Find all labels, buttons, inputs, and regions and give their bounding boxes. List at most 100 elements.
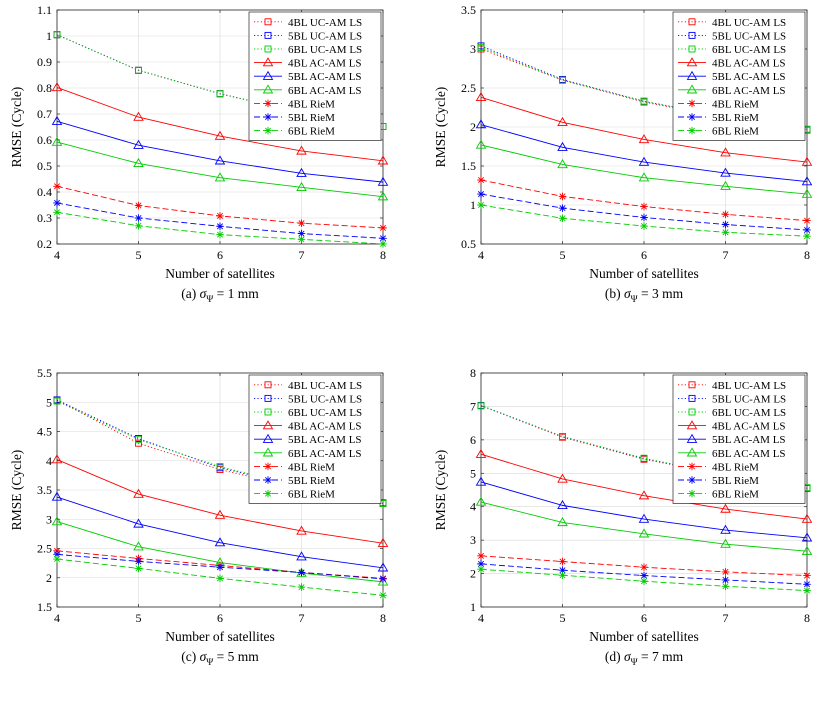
data-point [214,509,226,519]
panel-caption: (c) σΨ = 5 mm [181,649,259,668]
y-axis-label: RMSE (Cycle) [9,450,24,531]
legend-entry: 4BL AC-AM LS [288,421,362,433]
data-point [133,488,144,498]
y-tick-label: 3 [470,42,476,56]
series-line [56,141,384,198]
data-point [721,568,730,576]
data-point [558,192,567,201]
data-point [379,575,387,583]
series-5bl-ac-am-ls [51,491,389,572]
data-point [720,524,731,534]
data-point [803,586,811,595]
data-point [558,566,567,575]
legend-marker [262,70,274,80]
legend-marker [688,45,696,53]
legend-marker [688,462,696,471]
legend-entry: 5BL RieM [712,475,759,487]
x-tick-label: 5 [560,248,566,262]
data-point [53,555,61,563]
legend-marker [264,45,272,53]
data-point [475,91,487,102]
data-point [803,226,811,234]
series-line [56,496,384,569]
legend-entry: 4BL UC-AM LS [712,380,786,392]
series-4bl-ac-am-ls [475,91,813,166]
y-tick-label: 3.5 [37,483,52,497]
data-point [296,145,307,155]
data-point [557,116,568,126]
series-6bl-riem [477,201,811,240]
legend-marker [264,408,272,416]
x-tick-label: 6 [217,611,223,625]
data-point [477,176,485,184]
data-point [214,130,226,140]
chart-panel-1: 4 5 6 7 8 0.2 0.3 0.4 0.5 0.6 0.7 0.8 0.9 1 1.1 Number … [9,3,389,305]
legend-marker [686,70,698,80]
data-point [557,517,568,527]
data-point [134,201,143,210]
y-tick-label: 3.5 [461,3,476,17]
x-tick-label: 8 [804,248,810,262]
series-5bl-riem [477,190,811,234]
y-tick-label: 1.1 [37,3,52,17]
series-line [480,48,808,131]
panel-caption: (a) σΨ = 1 mm [181,286,259,305]
legend-entry: 6BL RieM [712,126,759,138]
data-point [803,232,811,240]
x-tick-label: 8 [380,248,386,262]
data-point [558,214,567,223]
legend-entry: 6BL AC-AM LS [712,448,786,460]
data-point [475,476,487,486]
data-point [475,496,487,506]
legend-entry: 4BL AC-AM LS [712,58,786,70]
data-point [297,229,306,238]
data-point [721,576,730,584]
legend-entry: 6BL AC-AM LS [712,85,786,97]
y-tick-label: 2 [470,567,476,581]
data-point [134,222,143,230]
legend-marker [264,476,272,484]
data-point [216,212,224,220]
series-5bl-ac-am-ls [475,476,813,542]
series-line [56,34,384,127]
legend-marker [686,433,698,443]
caption-subscript: Ψ [631,295,638,305]
data-point [214,172,226,182]
data-point [640,97,648,105]
legend-marker [264,126,272,135]
y-tick-label: 5.5 [37,366,52,380]
data-point [51,491,63,501]
data-point [51,136,63,146]
legend-marker [688,126,696,135]
legend-entry: 5BL AC-AM LS [288,434,362,446]
caption-prefix: (b) [605,286,624,301]
data-point [640,454,648,462]
legend-marker [262,433,274,443]
x-axis-label: Number of satellites [589,629,698,644]
series-line [480,481,808,539]
data-point [377,537,389,547]
y-axis-label: RMSE (Cycle) [433,87,448,168]
legend-entry: 6BL UC-AM LS [288,44,362,56]
legend-entry: 4BL UC-AM LS [288,380,362,392]
x-tick-label: 4 [478,611,484,625]
x-tick-label: 5 [136,611,142,625]
series-line [480,124,808,183]
legend-entry: 4BL UC-AM LS [712,17,786,29]
legend-entry: 4BL RieM [288,461,335,473]
data-point [557,141,568,151]
data-point [558,571,567,580]
series-6bl-riem [477,565,811,595]
caption-subscript: Ψ [631,658,638,668]
legend-marker [264,31,272,39]
data-point [296,551,307,561]
caption-rest: = 5 mm [213,649,259,664]
data-point [296,167,307,177]
y-tick-label: 1 [470,600,476,614]
y-tick-label: 2.5 [37,542,52,556]
data-point [803,580,811,589]
legend-marker [688,381,696,389]
data-point [801,156,813,166]
y-tick-label: 1.5 [37,600,52,614]
